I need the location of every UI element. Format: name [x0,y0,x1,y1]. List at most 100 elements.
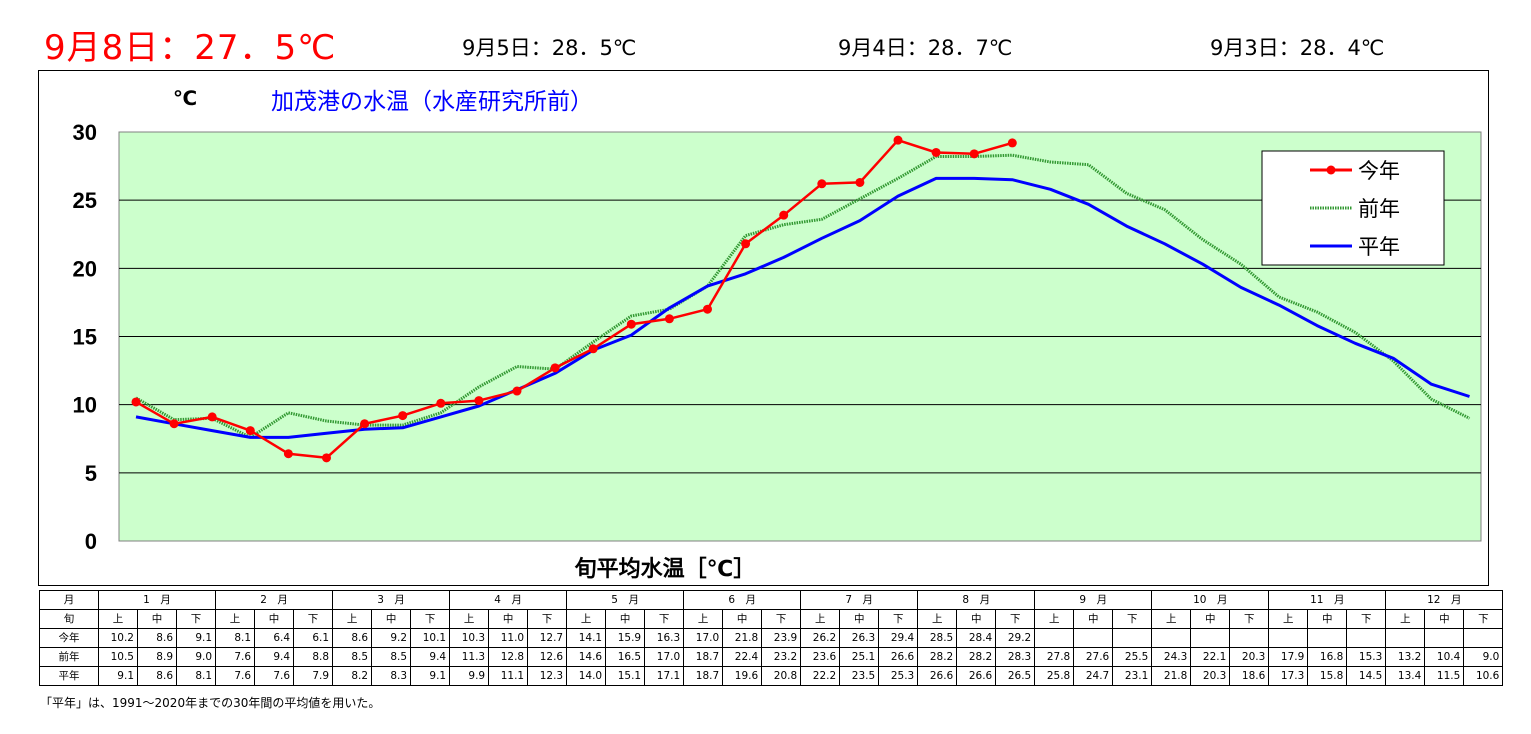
jun-cell: 上 [566,609,607,629]
month-cell: 1 月 [97,590,217,610]
jun-cell: 中 [1190,609,1231,629]
value-cell: 23.5 [839,666,880,686]
value-cell: 8.8 [293,647,334,667]
value-cell: 16.5 [605,647,646,667]
value-cell: 8.3 [371,666,412,686]
jun-cell: 上 [1268,609,1309,629]
data-point [779,210,789,220]
value-cell: 11.0 [488,628,529,648]
month-header: 月 [39,590,99,610]
value-cell: 21.8 [722,628,763,648]
value-cell: 18.7 [683,647,724,667]
jun-cell: 中 [488,609,529,629]
value-cell: 11.5 [1424,666,1465,686]
value-cell [1424,628,1465,648]
value-cell: 9.9 [449,666,490,686]
data-point [741,239,751,249]
value-cell: 15.9 [605,628,646,648]
value-cell: 14.0 [566,666,607,686]
value-cell: 19.6 [722,666,763,686]
value-cell: 8.1 [215,628,256,648]
value-cell [1151,628,1192,648]
value-cell: 25.1 [839,647,880,667]
jun-cell: 上 [1385,609,1426,629]
jun-cell: 中 [1424,609,1465,629]
jun-cell: 中 [254,609,295,629]
data-point [1007,138,1017,148]
value-cell: 9.1 [98,666,138,686]
data-point [664,314,674,324]
value-cell: 11.1 [488,666,529,686]
month-cell: 11 月 [1268,590,1387,610]
today-temperature: 9月8日：27．5℃ [44,28,337,68]
value-cell: 24.7 [1073,666,1114,686]
month-cell: 4 月 [449,590,568,610]
y-tick-label: 20 [73,256,97,281]
value-cell: 28.2 [956,647,997,667]
value-cell: 8.5 [371,647,412,667]
table-row: 前年 10.5 8.9 9.0 7.6 9.4 8.8 8.5 8.5 9.4 11.3 12.8 12… [39,647,1504,667]
data-point [283,449,293,459]
value-cell: 26.6 [956,666,997,686]
jun-cell: 上 [800,609,841,629]
value-cell: 11.3 [449,647,490,667]
month-cell: 8 月 [917,590,1036,610]
series-line-1 [135,153,1471,439]
value-cell: 10.1 [410,628,451,648]
data-point [969,149,979,159]
value-cell: 7.6 [215,647,256,667]
value-cell: 13.4 [1385,666,1426,686]
value-cell: 8.6 [137,628,177,648]
jun-cell: 下 [293,609,334,629]
recent-temperature-3: 9月3日：28．4℃ [1210,36,1385,60]
chart-title: 加茂港の水温（水産研究所前） [271,89,593,115]
value-cell: 9.4 [410,647,451,667]
value-cell: 29.2 [995,628,1036,648]
jun-row: 旬上中下上中下上中下上中下上中下上中下上中下上中下上中下上中下上中下上中下 [39,609,1504,629]
value-cell [1190,628,1231,648]
value-cell: 8.5 [332,647,373,667]
value-cell: 28.4 [956,628,997,648]
value-cell: 6.4 [254,628,295,648]
value-cell: 28.2 [917,647,958,667]
jun-cell: 下 [410,609,451,629]
value-cell: 21.8 [1151,666,1192,686]
month-cell: 10 月 [1151,590,1270,610]
legend-label: 平年 [1358,235,1400,259]
value-cell: 23.2 [761,647,802,667]
value-cell: 13.2 [1385,647,1426,667]
value-cell: 10.2 [98,628,138,648]
value-cell: 20.8 [761,666,802,686]
jun-cell: 中 [839,609,880,629]
value-cell: 25.5 [1112,647,1153,667]
value-cell: 12.3 [527,666,568,686]
recent-temperature-2: 9月4日：28．7℃ [838,36,1013,60]
data-point [817,179,827,189]
chart-frame: 0 5 10 15 20 25 30 加茂港の水温（水産研究所前） ℃ 旬平均水温［℃］ 今年 前年平… [38,70,1489,586]
value-cell [1268,628,1309,648]
value-cell [1307,628,1348,648]
value-cell [1112,628,1153,648]
value-cell: 7.9 [293,666,334,686]
value-cell: 22.4 [722,647,763,667]
value-cell: 9.0 [175,647,217,667]
month-cell: 2 月 [215,590,334,610]
value-cell: 10.6 [1463,666,1504,686]
y-tick-label: 0 [85,529,97,554]
value-cell: 14.5 [1346,666,1387,686]
value-cell: 8.6 [137,666,177,686]
data-point [626,319,636,329]
value-cell: 9.4 [254,647,295,667]
value-cell: 17.3 [1268,666,1309,686]
jun-cell: 下 [1229,609,1270,629]
value-cell: 26.6 [917,666,958,686]
value-cell: 20.3 [1229,647,1270,667]
jun-cell: 中 [605,609,646,629]
value-cell: 15.1 [605,666,646,686]
jun-cell: 上 [98,609,138,629]
value-cell: 18.7 [683,666,724,686]
y-tick-label: 5 [85,461,97,486]
month-cell: 7 月 [800,590,919,610]
y-axis-unit: ℃ [173,86,197,110]
